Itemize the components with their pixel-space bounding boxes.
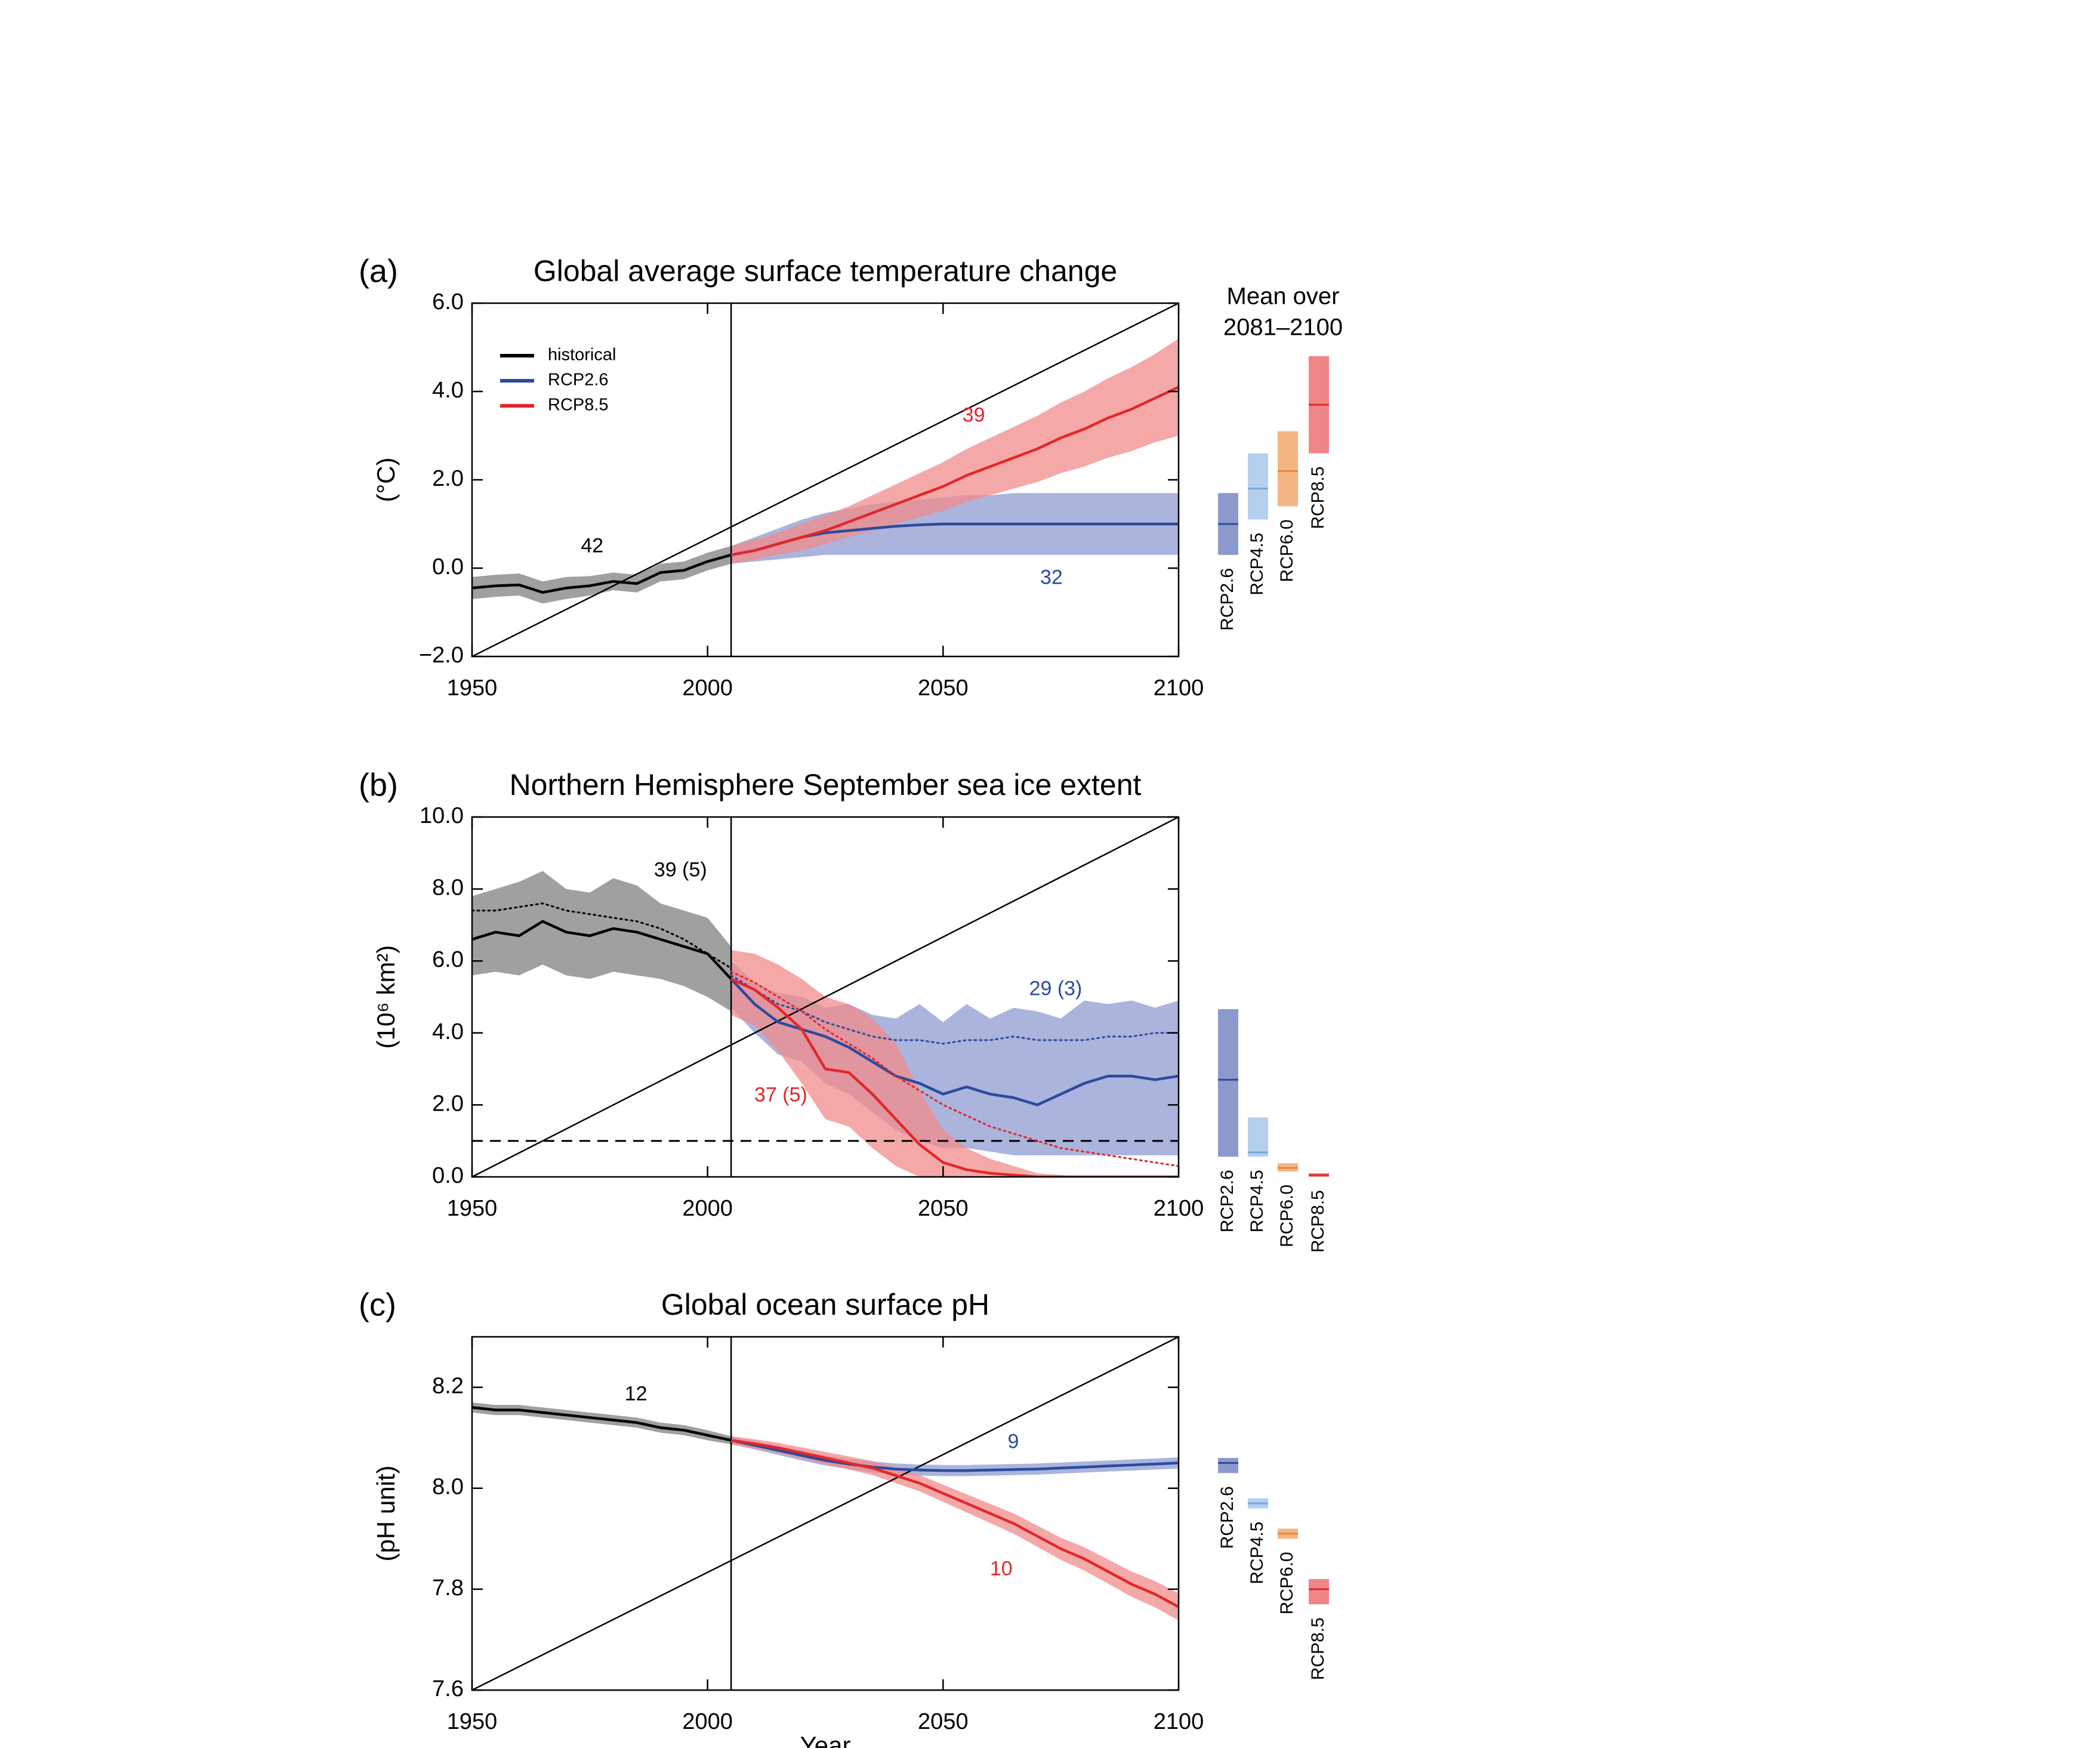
x-tick-label: 2100 (1154, 1196, 1204, 1221)
diagonal-line (472, 1337, 1179, 1690)
panel: (a) Global average surface temperature ch… (359, 253, 1343, 701)
annotation: 9 (1007, 1431, 1019, 1453)
plot-area (472, 303, 1179, 656)
chart-title: Northern Hemisphere September sea ice ex… (510, 768, 1142, 801)
side-bar (1248, 1117, 1268, 1157)
series-line (730, 1439, 1179, 1472)
plot-frame (471, 1336, 1180, 1691)
side-bar-label: RCP2.6 (1217, 568, 1237, 631)
series-line (730, 978, 1179, 1177)
diagonal-line (472, 303, 1179, 656)
uncertainty-band (472, 546, 732, 604)
panel-label: (c) (359, 1287, 396, 1322)
side-title: Mean over (1227, 283, 1340, 310)
plot-frame (471, 302, 1180, 658)
subset-mean-line (730, 970, 1179, 1167)
side-bar-label: RCP6.0 (1277, 1552, 1297, 1614)
legend-label: historical (548, 346, 616, 365)
y-axis-label: (pH unit) (372, 1465, 400, 1561)
annotation: 39 (5) (654, 858, 707, 881)
x-tick-label: 1950 (447, 1196, 498, 1221)
x-axis-label: Year (800, 1731, 851, 1748)
x-tick-label: 2100 (1154, 1709, 1204, 1734)
y-tick-label: 0.0 (432, 1163, 464, 1188)
series-line (472, 1406, 732, 1442)
panel-label: (a) (359, 253, 398, 289)
annotation: 39 (963, 403, 985, 426)
x-tick-label: 2000 (682, 1709, 733, 1734)
panel: (c) Global ocean surface pH (pH unit) Year 1… (359, 1287, 1329, 1748)
subset-mean-line (472, 902, 732, 969)
side-bar-label: RCP4.5 (1247, 533, 1267, 596)
annotation: 12 (625, 1383, 647, 1405)
uncertainty-band (472, 871, 732, 1012)
side-bar-label: RCP4.5 (1247, 1170, 1267, 1232)
panel: (b) Northern Hemisphere September sea ice… (359, 767, 1329, 1253)
diagonal-line (472, 817, 1179, 1177)
y-tick-label: 4.0 (432, 378, 464, 403)
chart-title: Global average surface temperature chang… (534, 254, 1117, 288)
x-tick-label: 1950 (447, 676, 498, 701)
legend-label: RCP2.6 (548, 371, 609, 390)
side-bar-label: RCP2.6 (1217, 1170, 1237, 1232)
side-bar-label: RCP8.5 (1308, 1190, 1328, 1253)
series-line (472, 553, 732, 594)
y-tick-label: 8.0 (432, 875, 464, 901)
side-bar-label: RCP8.5 (1308, 467, 1328, 529)
annotation: 42 (581, 534, 603, 557)
y-tick-label: 8.0 (432, 1475, 464, 1500)
x-tick-label: 2050 (918, 676, 969, 701)
side-bar-label: RCP8.5 (1308, 1617, 1328, 1680)
annotation: 32 (1040, 566, 1063, 589)
panel-label: (b) (359, 767, 398, 803)
series-line (730, 978, 1179, 1106)
side-title: 2081–2100 (1223, 315, 1343, 341)
x-tick-label: 2100 (1154, 676, 1204, 701)
side-bar (1309, 1579, 1329, 1605)
series-line (472, 920, 732, 980)
y-tick-label: 4.0 (432, 1019, 464, 1044)
y-tick-label: 7.6 (432, 1676, 464, 1701)
side-bar-label: RCP2.6 (1217, 1486, 1237, 1549)
side-bar (1218, 1457, 1238, 1473)
side-bar-label: RCP4.5 (1247, 1522, 1267, 1584)
uncertainty-band (731, 950, 1179, 1177)
series-line (730, 1439, 1179, 1608)
y-tick-label: 6.0 (432, 947, 464, 972)
y-tick-label: 6.0 (432, 289, 464, 315)
x-tick-label: 2000 (682, 1196, 733, 1221)
annotation: 29 (3) (1029, 977, 1083, 1000)
y-axis-label: (10⁶ km²) (372, 945, 400, 1049)
y-tick-label: 8.2 (432, 1374, 464, 1399)
x-tick-label: 2050 (918, 1709, 969, 1734)
y-tick-label: 10.0 (420, 803, 464, 828)
x-tick-label: 2050 (918, 1196, 969, 1221)
legend-label: RCP8.5 (548, 396, 609, 415)
x-tick-label: 1950 (447, 1709, 498, 1734)
side-bar-label: RCP6.0 (1277, 1185, 1297, 1247)
plot-area (472, 1337, 1179, 1690)
plot-frame (471, 816, 1180, 1178)
y-tick-label: −2.0 (419, 643, 464, 668)
plot-area (472, 817, 1179, 1177)
side-bar (1248, 453, 1268, 520)
y-axis-label: (°C) (372, 457, 400, 502)
y-tick-label: 7.8 (432, 1576, 464, 1601)
subset-mean-line (730, 974, 1179, 1045)
annotation: 10 (990, 1558, 1013, 1580)
chart-title: Global ocean surface pH (661, 1288, 989, 1321)
side-bar (1218, 1009, 1238, 1157)
y-tick-label: 2.0 (432, 1091, 464, 1116)
side-bar (1278, 431, 1298, 507)
y-tick-label: 0.0 (432, 554, 464, 579)
uncertainty-band (731, 338, 1179, 564)
series-line (730, 386, 1179, 557)
side-bar-label: RCP6.0 (1277, 519, 1297, 582)
y-tick-label: 2.0 (432, 466, 464, 491)
x-tick-label: 2000 (682, 676, 733, 701)
annotation: 37 (5) (754, 1083, 807, 1106)
